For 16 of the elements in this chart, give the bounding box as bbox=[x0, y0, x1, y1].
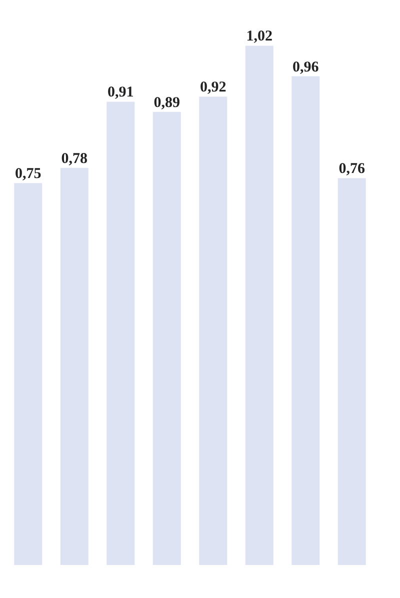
bar bbox=[14, 183, 42, 565]
data-label: 0,75 bbox=[15, 166, 42, 182]
data-label: 0,91 bbox=[108, 84, 134, 101]
bar bbox=[338, 178, 366, 565]
data-label: 0,92 bbox=[200, 80, 226, 96]
data-label: 1,02 bbox=[246, 28, 272, 45]
bar bbox=[199, 96, 228, 565]
bar bbox=[60, 168, 88, 565]
data-label: 0,89 bbox=[154, 94, 180, 111]
bar bbox=[245, 46, 274, 565]
data-label: 0,96 bbox=[292, 59, 320, 76]
bar bbox=[152, 112, 181, 565]
data-label: 0,76 bbox=[338, 161, 366, 178]
bar bbox=[292, 76, 320, 565]
bar bbox=[106, 102, 135, 565]
data-label: 0,78 bbox=[61, 150, 88, 167]
